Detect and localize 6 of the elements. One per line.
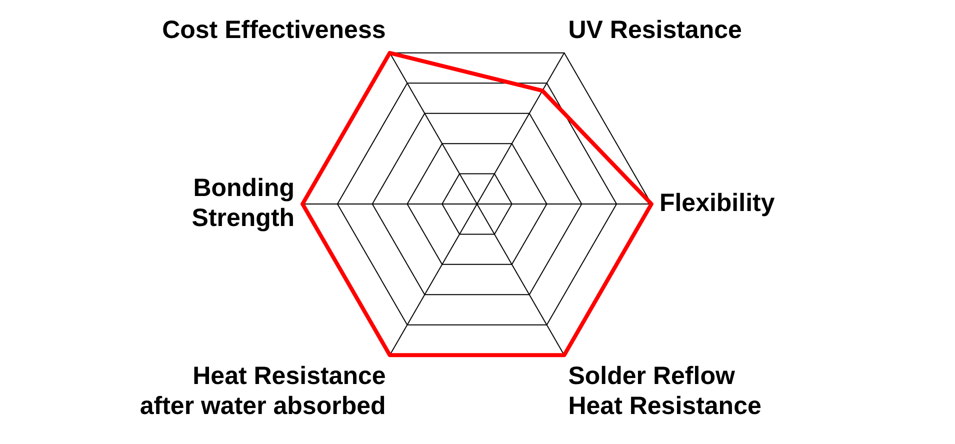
spoke-label: UV Resistance <box>568 16 742 44</box>
spoke-label: Flexibility <box>659 188 775 217</box>
spoke-label: Heat Resistance after water absorbed <box>140 362 386 420</box>
spoke-label: Bonding Strength <box>192 174 295 232</box>
spoke-label: Cost Effectiveness <box>162 16 386 44</box>
spoke-label: Solder Reflow Heat Resistance <box>568 362 762 420</box>
